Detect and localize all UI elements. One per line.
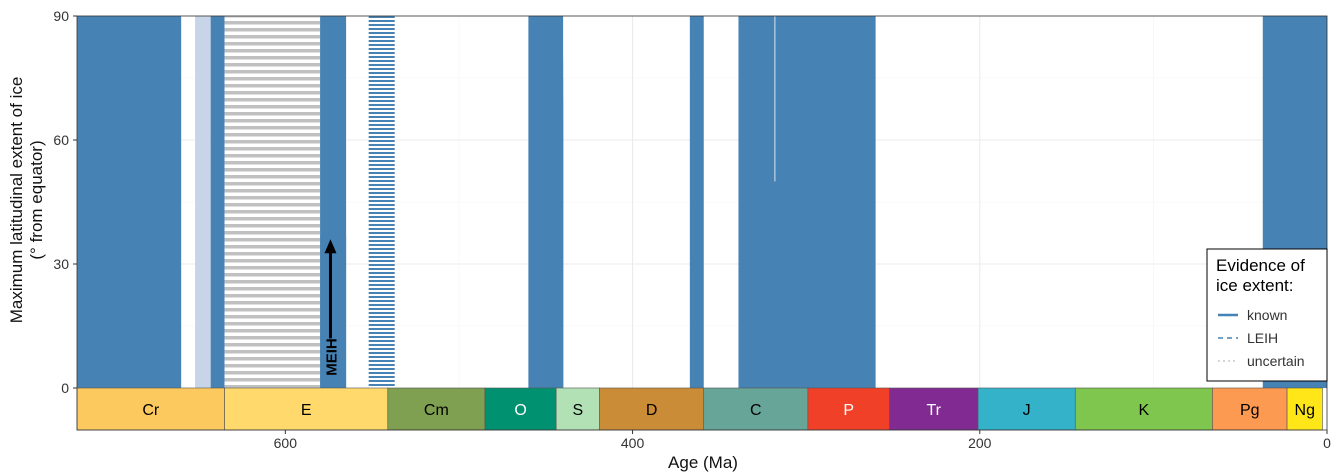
period-label-o: O — [514, 402, 526, 419]
y-axis-title-line1: Maximum latitudinal extent of ice — [7, 77, 26, 324]
period-box-s — [555, 387, 600, 431]
period-label-cr: Cr — [142, 402, 160, 419]
period-box-e — [224, 387, 389, 431]
uncertain-extent-bar — [224, 16, 321, 388]
period-label-j: J — [1023, 402, 1031, 419]
x-axis: 600 400 200 0 — [274, 430, 1331, 451]
known-extent-bar — [77, 16, 182, 388]
period-label-d: D — [646, 402, 658, 419]
x-tick-label: 600 — [274, 435, 298, 451]
legend-label-uncertain: uncertain — [1247, 353, 1305, 369]
known-extent-bar — [320, 235, 347, 388]
period-label-tr: Tr — [927, 402, 942, 419]
meih-arrow-head — [324, 239, 337, 254]
x-tick-label: 400 — [621, 435, 645, 451]
leih-extent-bar — [368, 16, 395, 388]
y-tick-label: 60 — [53, 132, 69, 148]
legend-title-line1: Evidence of — [1216, 256, 1305, 275]
annotation-layer: MEIH — [323, 239, 340, 376]
period-box-pg — [1212, 387, 1288, 431]
plot-border — [76, 15, 1328, 431]
known-extent-bar — [210, 16, 225, 388]
period-label-pg: Pg — [1240, 402, 1260, 419]
known-extent-bar — [552, 222, 557, 388]
period-box-o — [484, 387, 557, 431]
leih-band-bar — [195, 16, 211, 388]
x-tick-label: 200 — [968, 435, 992, 451]
period-box-d — [599, 387, 705, 431]
known-extent-bar — [696, 57, 702, 388]
x-tick-label: 0 — [1323, 435, 1331, 451]
legend-label-leih: LEIH — [1247, 330, 1278, 346]
period-label-k: K — [1139, 402, 1150, 419]
period-label-e: E — [301, 402, 312, 419]
x-axis-title: Age (Ma) — [668, 453, 738, 472]
period-label-s: S — [573, 402, 584, 419]
legend-label-known: known — [1247, 307, 1287, 323]
y-axis: 0 30 60 90 — [53, 8, 77, 396]
period-label-c: C — [750, 402, 762, 419]
period-label-ng: Ng — [1295, 402, 1315, 419]
meih-label: MEIH — [323, 338, 340, 376]
y-axis-title-line2: (° from equator) — [27, 140, 46, 259]
legend-title-line2: ice extent: — [1216, 276, 1294, 295]
legend: Evidence of ice extent: known LEIH uncer… — [1206, 248, 1328, 382]
period-strip: Cr E Cm O S D C P Tr J K Pg Ng — [76, 387, 1323, 431]
y-tick-label: 0 — [61, 380, 69, 396]
period-label-p: P — [843, 402, 854, 419]
y-tick-label: 90 — [53, 8, 69, 24]
known-extent-bar — [790, 222, 807, 388]
y-tick-label: 30 — [53, 256, 69, 272]
period-box-ng — [1286, 387, 1323, 431]
period-box-p — [807, 387, 890, 431]
period-label-cm: Cm — [424, 402, 449, 419]
